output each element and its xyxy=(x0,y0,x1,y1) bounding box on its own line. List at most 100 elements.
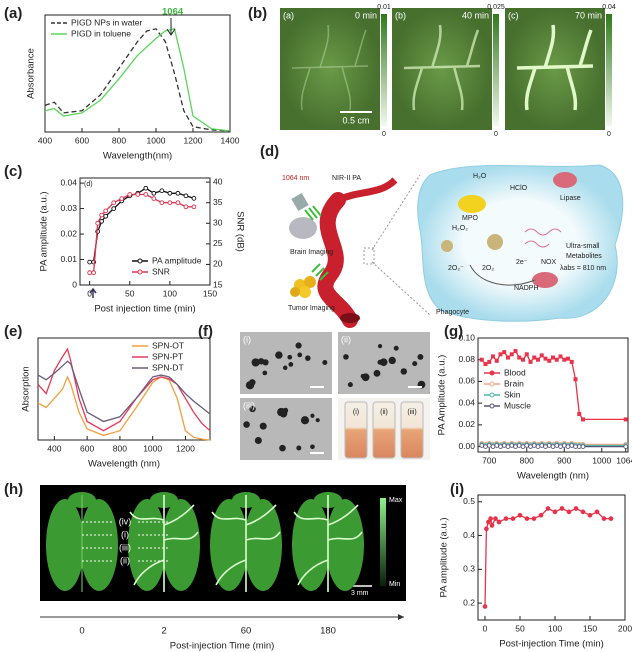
data-point xyxy=(577,412,582,416)
nanoparticle xyxy=(287,354,293,360)
panel-f: (f) xyxy=(198,323,213,340)
data-point xyxy=(493,516,498,521)
label-nadph: NADPH xyxy=(514,285,539,292)
y-axis-label: Absorption xyxy=(21,366,32,411)
legend-label: SPN-PT xyxy=(152,351,183,361)
legend-label: Muscle xyxy=(504,400,531,410)
vial-label: (i) xyxy=(353,409,359,416)
data-point xyxy=(601,516,607,521)
series-line xyxy=(37,360,211,423)
series-line xyxy=(37,347,211,432)
data-point xyxy=(486,443,492,448)
y-tick-label: 0.4 xyxy=(463,530,475,540)
data-point xyxy=(554,357,559,362)
x-tick-label: 800 xyxy=(113,443,127,453)
time-label: 180 xyxy=(320,626,336,637)
series-line xyxy=(89,187,195,263)
panel-label: (h) xyxy=(4,481,23,498)
y-tick-label: 35 xyxy=(213,197,223,207)
nanoparticle xyxy=(257,358,265,365)
data-point xyxy=(167,200,173,206)
data-point xyxy=(594,509,600,515)
nanoparticle xyxy=(282,408,288,414)
brain xyxy=(326,499,364,591)
nanoparticle xyxy=(297,352,303,358)
data-point xyxy=(521,357,525,362)
legend-marker xyxy=(489,381,495,387)
nanoparticle xyxy=(296,445,302,451)
x-tick-label: 100 xyxy=(163,288,177,298)
legend-marker xyxy=(489,370,495,376)
x-tick-label: 1000 xyxy=(592,455,611,465)
frame-time: 40 min xyxy=(462,10,489,20)
data-point xyxy=(513,444,518,449)
nanoparticle xyxy=(412,361,418,367)
y-axis-label: PA Amplitude (a.u.) xyxy=(437,355,448,436)
nanoparticle xyxy=(305,355,311,361)
legend-label: Skin xyxy=(504,389,521,399)
data-point xyxy=(510,516,516,521)
nanoparticle xyxy=(315,418,320,423)
data-point xyxy=(87,270,92,276)
x-tick-label: 200 xyxy=(618,623,632,633)
y-tick-label: 0.04 xyxy=(60,177,77,187)
label-mpo: MPO xyxy=(462,215,479,222)
data-point xyxy=(479,357,484,362)
vessel-signal xyxy=(403,24,481,111)
vial-label: (iii) xyxy=(407,409,416,416)
x-tick-label: 600 xyxy=(80,443,94,453)
injection-arrow xyxy=(89,287,97,298)
data-point xyxy=(552,509,558,515)
vial xyxy=(400,401,424,459)
image-label: (i) xyxy=(243,334,251,344)
data-point xyxy=(502,350,507,355)
x-tick-label: 0 xyxy=(87,288,92,298)
panel-label: (c) xyxy=(4,163,22,180)
brain-label: Brain Imaging xyxy=(290,249,333,256)
colorbar xyxy=(606,14,612,126)
data-point xyxy=(498,352,503,357)
legend-marker xyxy=(137,269,143,275)
y-tick-label: 0.00 xyxy=(458,441,475,451)
x-tick-label: 1200 xyxy=(184,135,203,145)
legend-label: PIGD NPs in water xyxy=(71,17,142,27)
data-point xyxy=(501,443,507,448)
data-point xyxy=(479,443,485,448)
label-superoxide: 2O₂⁻ xyxy=(448,265,464,272)
data-point xyxy=(516,443,522,448)
label-oxygen: 2O₂ xyxy=(482,265,494,272)
series-line xyxy=(484,507,611,607)
data-point xyxy=(550,444,556,449)
x-tick-label: 150 xyxy=(583,623,597,633)
brain xyxy=(292,499,330,591)
x-tick-label: 1400 xyxy=(221,135,240,145)
x-axis-label: Post-injection Time (min) xyxy=(499,639,604,650)
data-point xyxy=(503,516,509,521)
data-point xyxy=(559,506,565,511)
data-point xyxy=(487,359,492,364)
x-tick-label: 400 xyxy=(38,135,52,145)
scale-bar-label: 0.5 cm xyxy=(342,115,369,125)
x-tick-label: 800 xyxy=(520,455,534,465)
data-point xyxy=(183,204,189,210)
y-tick-label: 0.02 xyxy=(458,419,475,429)
frame-label: (c) xyxy=(508,10,519,20)
data-point xyxy=(554,443,560,448)
data-point xyxy=(509,352,514,357)
x-tick-label: 1064 xyxy=(616,455,632,465)
series-line xyxy=(89,193,194,274)
pa-signal xyxy=(304,205,322,221)
colorbar-min: Min xyxy=(389,581,400,588)
x-axis-label: Wavelength (nm) xyxy=(88,459,160,470)
data-point xyxy=(587,512,593,518)
data-point xyxy=(562,357,567,362)
data-point xyxy=(528,359,533,364)
data-point xyxy=(95,220,101,226)
nanoparticle xyxy=(322,359,328,366)
y-tick-label: 0.10 xyxy=(458,332,475,342)
data-point xyxy=(524,352,529,357)
colorbar-max: 0.04 xyxy=(602,4,616,11)
nanoparticle xyxy=(361,373,370,382)
vessel-signal xyxy=(211,495,281,592)
colorbar-min: 0 xyxy=(494,131,498,138)
